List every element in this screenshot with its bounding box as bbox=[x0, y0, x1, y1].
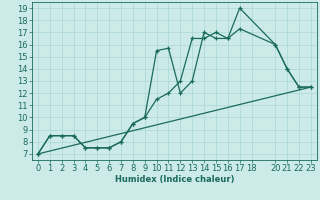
X-axis label: Humidex (Indice chaleur): Humidex (Indice chaleur) bbox=[115, 175, 234, 184]
